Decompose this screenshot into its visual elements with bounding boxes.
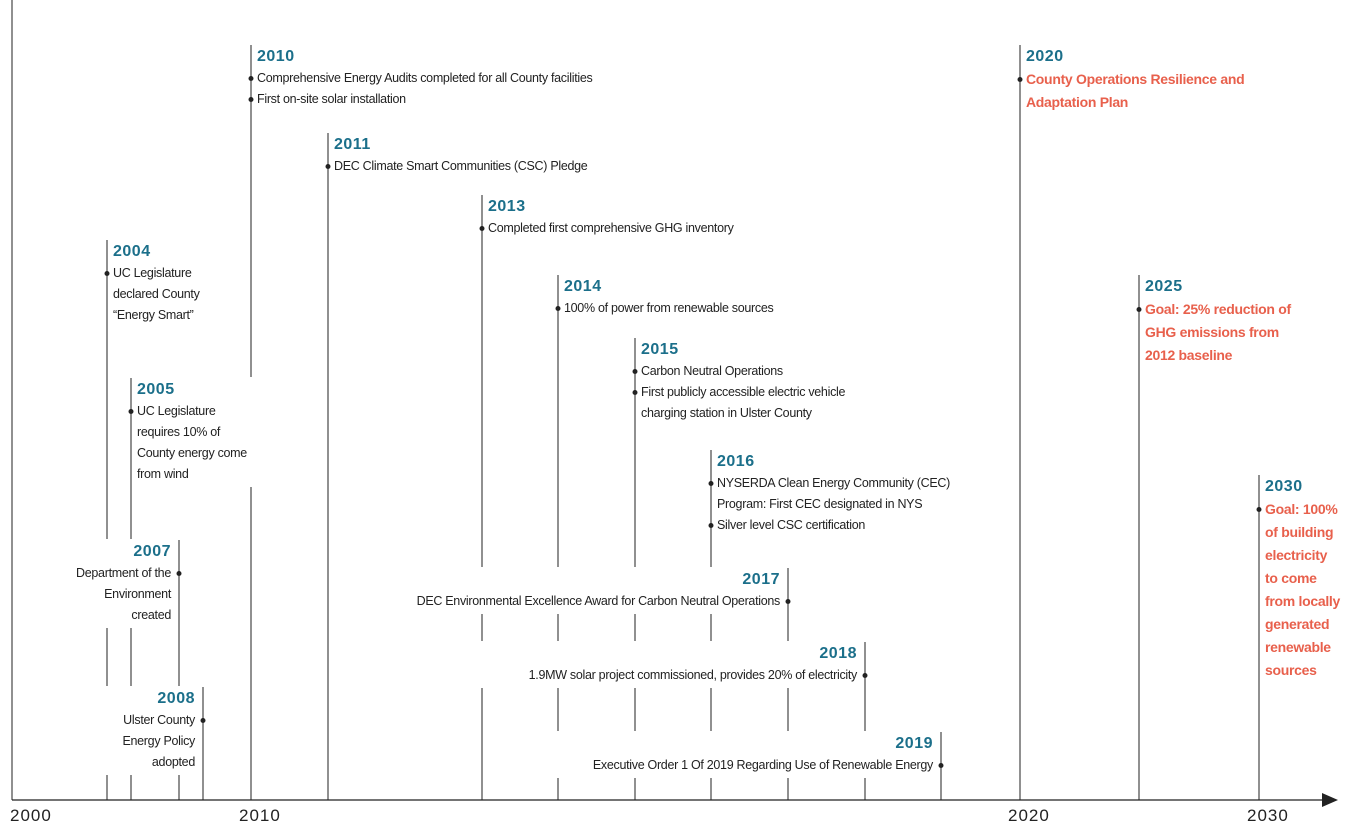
event: 2010 Comprehensive Energy Audits complete…: [257, 44, 677, 112]
axis-label: 2020: [1008, 806, 1050, 825]
event-item: 1.9MW solar project commissioned, provid…: [528, 668, 858, 682]
event: 2007 Department of the Environment create…: [71, 539, 171, 628]
event-dot: [938, 763, 944, 768]
event-dot: [1136, 307, 1142, 312]
event-item: Goal: 25% reduction of GHG emissions fro…: [1145, 301, 1291, 363]
event-year: 2025: [1145, 278, 1183, 295]
event-year: 2013: [488, 198, 526, 215]
event: 2008 Ulster County Energy Policy adopted: [95, 686, 195, 775]
event-item: Department of the Environment created: [76, 566, 171, 622]
event-year: 2017: [742, 571, 780, 588]
event-item: Goal: 100% of building electricity to co…: [1265, 501, 1340, 678]
event-year: 2004: [113, 243, 151, 260]
event-item: NYSERDA Clean Energy Community (CEC) Pro…: [717, 476, 951, 511]
event-item: DEC Environmental Excellence Award for C…: [416, 594, 781, 608]
event-year: 2020: [1026, 48, 1064, 65]
event-year: 2018: [819, 645, 857, 662]
event-year: 2007: [133, 543, 171, 560]
event-item: DEC Climate Smart Communities (CSC) Pled…: [334, 159, 588, 173]
event-item: Executive Order 1 Of 2019 Regarding Use …: [592, 758, 933, 772]
event-dot: [248, 97, 254, 102]
axis-label: 2000: [10, 806, 52, 825]
event-item: Comprehensive Energy Audits completed fo…: [257, 71, 593, 85]
event-year: 2019: [895, 735, 933, 752]
event-year: 2030: [1265, 478, 1303, 495]
event-dot: [104, 271, 110, 276]
event-dot: [632, 390, 638, 395]
event: 2020 County Operations Resilience and Ada…: [1026, 44, 1276, 116]
event-dot: [176, 571, 182, 576]
event-item: UC Legislature requires 10% of County en…: [137, 404, 247, 481]
event: 2004 UC Legislature declared County “Ener…: [113, 239, 231, 328]
event: 2030 Goal: 100% of building electricity t…: [1265, 474, 1343, 684]
event: 2019 Executive Order 1 Of 2019 Regarding …: [553, 731, 933, 778]
event-item: Completed first comprehensive GHG invent…: [488, 221, 734, 235]
event: 2005 UC Legislature requires 10% of Count…: [137, 377, 257, 487]
event-dot: [785, 599, 791, 604]
axis-label: 2030: [1247, 806, 1289, 825]
event-dot: [1017, 77, 1023, 82]
event-item: UC Legislature declared County “Energy S…: [113, 266, 200, 322]
event-item: First on-site solar installation: [257, 92, 406, 106]
event-year: 2010: [257, 48, 295, 65]
event: 2018 1.9MW solar project commissioned, pr…: [477, 641, 857, 688]
event-item: Carbon Neutral Operations: [641, 364, 783, 378]
event-dot: [325, 164, 331, 169]
event-dot: [862, 673, 868, 678]
event-year: 2016: [717, 453, 755, 470]
axis-arrow: [1322, 793, 1338, 807]
event-item: Ulster County Energy Policy adopted: [122, 713, 195, 769]
event-item: Silver level CSC certification: [717, 518, 865, 532]
event: 2013 Completed first comprehensive GHG in…: [488, 194, 788, 241]
event-dot: [128, 409, 134, 414]
event-year: 2008: [157, 690, 195, 707]
axis-label: 2010: [239, 806, 281, 825]
event: 2011 DEC Climate Smart Communities (CSC) …: [334, 132, 634, 179]
event: 2025 Goal: 25% reduction of GHG emissions…: [1145, 274, 1295, 369]
event: 2017 DEC Environmental Excellence Award f…: [370, 567, 780, 614]
event-dot: [200, 718, 206, 723]
event-dot: [479, 226, 485, 231]
event-dot: [632, 369, 638, 374]
event-item: First publicly accessible electric vehic…: [641, 385, 846, 420]
event-dot: [1256, 507, 1262, 512]
event: 2015 Carbon Neutral Operations First publi…: [641, 337, 891, 426]
event: 2014 100% of power from renewable sources: [564, 274, 824, 321]
event-year: 2011: [334, 136, 371, 153]
event-item: 100% of power from renewable sources: [564, 301, 774, 315]
event: 2016 NYSERDA Clean Energy Community (CEC)…: [717, 449, 972, 538]
event-item: County Operations Resilience and Adaptat…: [1026, 71, 1245, 110]
event-dot: [708, 481, 714, 486]
event-year: 2014: [564, 278, 602, 295]
event-dot: [555, 306, 561, 311]
event-dot: [248, 76, 254, 81]
event-year: 2005: [137, 381, 175, 398]
event-year: 2015: [641, 341, 679, 358]
event-dot: [708, 523, 714, 528]
